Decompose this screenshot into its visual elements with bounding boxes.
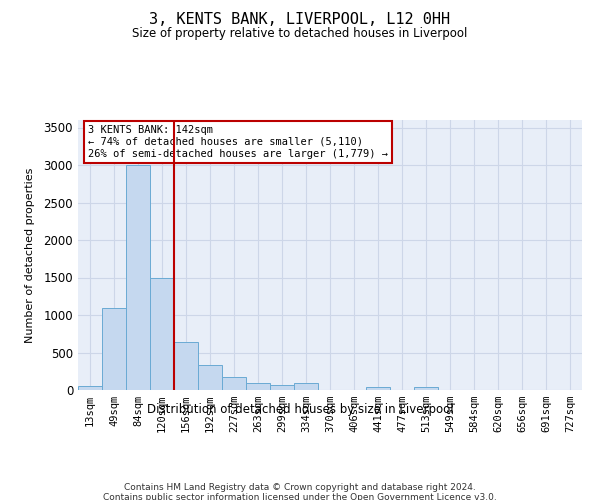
Bar	[78, 386, 102, 390]
Text: Size of property relative to detached houses in Liverpool: Size of property relative to detached ho…	[133, 28, 467, 40]
Y-axis label: Number of detached properties: Number of detached properties	[25, 168, 35, 342]
Bar	[222, 377, 246, 390]
Bar	[174, 342, 198, 390]
Text: Contains HM Land Registry data © Crown copyright and database right 2024.: Contains HM Land Registry data © Crown c…	[124, 482, 476, 492]
Bar	[102, 308, 126, 390]
Bar	[126, 165, 150, 390]
Text: 3 KENTS BANK: 142sqm
← 74% of detached houses are smaller (5,110)
26% of semi-de: 3 KENTS BANK: 142sqm ← 74% of detached h…	[88, 126, 388, 158]
Bar	[366, 386, 390, 390]
Bar	[198, 365, 222, 390]
Text: Contains public sector information licensed under the Open Government Licence v3: Contains public sector information licen…	[103, 492, 497, 500]
Bar	[294, 382, 318, 390]
Bar	[150, 278, 174, 390]
Bar	[246, 382, 270, 390]
Text: 3, KENTS BANK, LIVERPOOL, L12 0HH: 3, KENTS BANK, LIVERPOOL, L12 0HH	[149, 12, 451, 28]
Text: Distribution of detached houses by size in Liverpool: Distribution of detached houses by size …	[146, 402, 454, 415]
Bar	[270, 385, 294, 390]
Bar	[414, 386, 438, 390]
